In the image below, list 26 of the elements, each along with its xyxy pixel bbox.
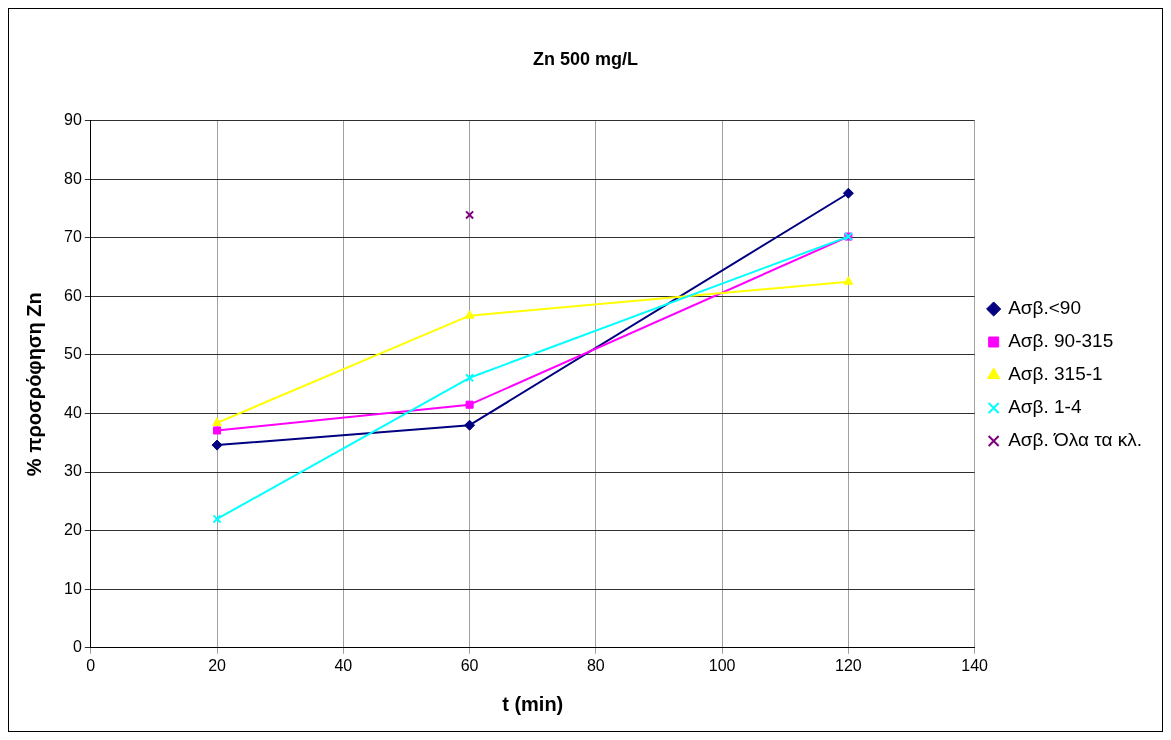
y-axis-title: % προσρόφηση Zn xyxy=(22,292,45,477)
x-axis-title: t (min) xyxy=(502,692,564,715)
y-tick-label: 50 xyxy=(64,345,82,363)
x-tick-label: 80 xyxy=(586,656,605,674)
x-tick-label: 100 xyxy=(708,656,736,674)
x-tick-label: 40 xyxy=(334,656,353,674)
legend-label: Ασβ.<90 xyxy=(1008,297,1081,319)
x-tick-label: 120 xyxy=(835,656,862,674)
legend-label: Ασβ. Όλα τα κλ. xyxy=(1008,429,1143,451)
legend-label: Ασβ. 315-1 xyxy=(1008,363,1103,385)
y-tick-label: 80 xyxy=(64,169,82,187)
y-tick-label: 10 xyxy=(64,579,82,597)
y-tick-label: 40 xyxy=(64,403,82,421)
y-tick-label: 20 xyxy=(64,521,82,539)
x-tick-label: 60 xyxy=(460,656,479,674)
x-tick-label: 140 xyxy=(961,656,989,674)
x-tick-label: 20 xyxy=(208,656,227,674)
y-tick-label: 70 xyxy=(64,228,82,246)
legend-label: Ασβ. 90-315 xyxy=(1008,330,1114,352)
y-tick-label: 90 xyxy=(64,111,82,129)
legend-label: Ασβ. 1-4 xyxy=(1008,396,1082,418)
y-tick-label: 0 xyxy=(72,638,82,656)
x-tick-label: 0 xyxy=(86,656,96,674)
chart-title: Zn 500 mg/L xyxy=(532,48,639,69)
y-tick-label: 30 xyxy=(64,462,82,480)
y-tick-label: 60 xyxy=(64,286,82,304)
